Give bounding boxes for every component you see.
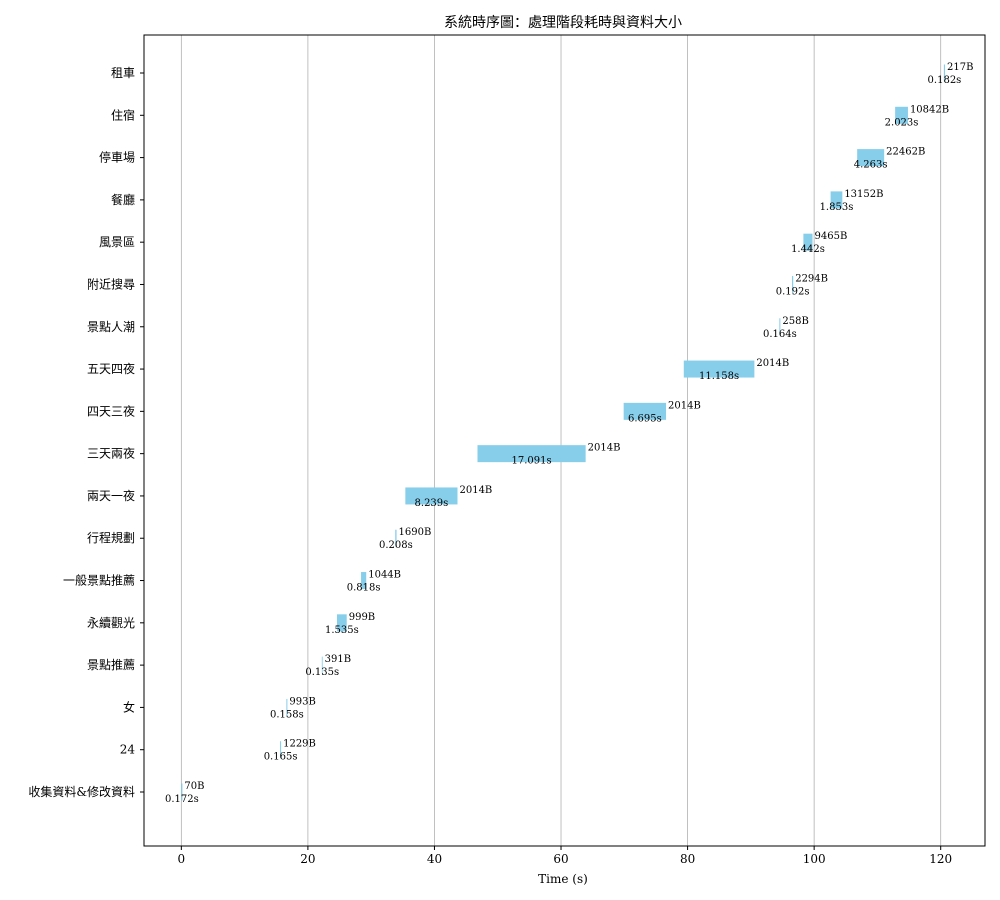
duration-label: 0.158s: [270, 709, 304, 720]
x-tick-label: 20: [300, 852, 315, 866]
size-label: 999B: [349, 612, 375, 623]
y-tick-label: 永續觀光: [87, 615, 135, 630]
timeline-bar: [286, 698, 288, 716]
size-label: 9465B: [815, 231, 848, 242]
y-tick-label: 收集資料&修改資料: [28, 784, 135, 799]
chart-title: 系統時序圖：處理階段耗時與資料大小: [444, 15, 682, 31]
size-label: 2014B: [459, 485, 492, 496]
size-label: 1229B: [283, 739, 316, 750]
size-label: 10842B: [910, 104, 949, 115]
y-tick-label: 住宿: [111, 107, 135, 122]
plot-frame: [143, 34, 986, 847]
duration-label: 0.192s: [776, 286, 810, 297]
size-label: 258B: [782, 316, 808, 327]
duration-label: 8.239s: [415, 498, 449, 509]
timeline-bar: [830, 191, 843, 209]
timeline-bar: [361, 572, 367, 590]
y-tick-label: 景點推薦: [87, 658, 135, 672]
duration-label: 0.165s: [264, 752, 298, 763]
duration-label: 11.158s: [699, 371, 739, 382]
timeline-bar: [181, 783, 183, 801]
y-tick-label: 景點人潮: [87, 319, 135, 334]
y-tick-label: 兩天一夜: [87, 488, 135, 503]
y-tick-label: 餐廳: [111, 192, 135, 207]
y-tick-label: 女: [123, 699, 135, 714]
timeline-bar: [395, 529, 397, 547]
duration-label: 0.172s: [165, 794, 199, 805]
size-label: 1044B: [368, 570, 401, 581]
x-tick-label: 100: [803, 852, 826, 866]
size-label: 2294B: [795, 273, 828, 284]
timeline-bar: [337, 614, 347, 632]
duration-label: 1.442s: [791, 244, 825, 255]
timeline-bar: [791, 275, 794, 293]
x-tick-label: 40: [427, 852, 442, 866]
timeline-bar: [943, 64, 946, 82]
timeline-bar: [405, 487, 458, 505]
duration-label: 0.164s: [763, 329, 797, 340]
size-label: 2014B: [588, 443, 621, 454]
y-tick-label: 一般景點推薦: [63, 573, 135, 588]
y-tick-label: 三天兩夜: [87, 446, 135, 461]
timeline-bar: [683, 360, 755, 378]
x-axis-label: Time (s): [538, 872, 588, 886]
duration-label: 17.091s: [512, 456, 552, 467]
timeline-bar: [895, 106, 908, 124]
y-tick-label: 24: [120, 743, 136, 757]
y-tick-label: 五天四夜: [87, 361, 135, 376]
timeline-bar: [803, 233, 813, 251]
duration-label: 2.023s: [885, 117, 919, 128]
size-label: 391B: [325, 654, 351, 665]
size-label: 217B: [947, 62, 973, 73]
duration-label: 0.182s: [928, 75, 962, 86]
duration-label: 6.695s: [628, 413, 662, 424]
duration-label: 1.853s: [820, 202, 854, 213]
x-tick-label: 120: [929, 852, 952, 866]
x-tick-label: 80: [680, 852, 695, 866]
duration-label: 0.818s: [347, 583, 381, 594]
x-axis-ticks: 0 20 40 60 80 100 120: [178, 846, 952, 866]
size-label: 22462B: [886, 147, 925, 158]
size-label: 993B: [289, 696, 315, 707]
size-label: 70B: [184, 781, 204, 792]
duration-label: 4.263s: [854, 160, 888, 171]
size-label: 2014B: [756, 358, 789, 369]
y-tick-label: 租車: [111, 66, 135, 80]
y-tick-label: 附近搜尋: [87, 276, 135, 291]
grid-lines: [180, 35, 942, 846]
timeline-bar: [280, 741, 282, 759]
bars: 70B 0.172s 1229B 0.165s 993B 0.158s 391B 0.135s…: [165, 62, 973, 805]
y-tick-label: 行程規劃: [87, 530, 135, 545]
duration-label: 0.135s: [305, 667, 339, 678]
y-tick-label: 風景區: [99, 235, 135, 249]
timeline-bar: [321, 656, 323, 674]
y-axis-ticks: 收集資料&修改資料 24 女 景點推薦 永續觀光 一般景點推薦 行程規劃 兩天一夜 三天兩夜 四天…: [28, 66, 144, 799]
duration-label: 0.208s: [379, 540, 413, 551]
timeline-bar: [477, 445, 586, 463]
timeline-bar: [779, 318, 781, 336]
timeline-bar: [623, 402, 667, 420]
x-tick-label: 0: [178, 852, 186, 866]
timeline-bar: [857, 149, 885, 167]
duration-label: 1.535s: [325, 625, 359, 636]
y-tick-label: 四天三夜: [87, 403, 135, 418]
size-label: 1690B: [399, 527, 432, 538]
y-tick-label: 停車場: [99, 150, 135, 165]
size-label: 13152B: [844, 189, 883, 200]
x-tick-label: 60: [553, 852, 568, 866]
size-label: 2014B: [668, 400, 701, 411]
